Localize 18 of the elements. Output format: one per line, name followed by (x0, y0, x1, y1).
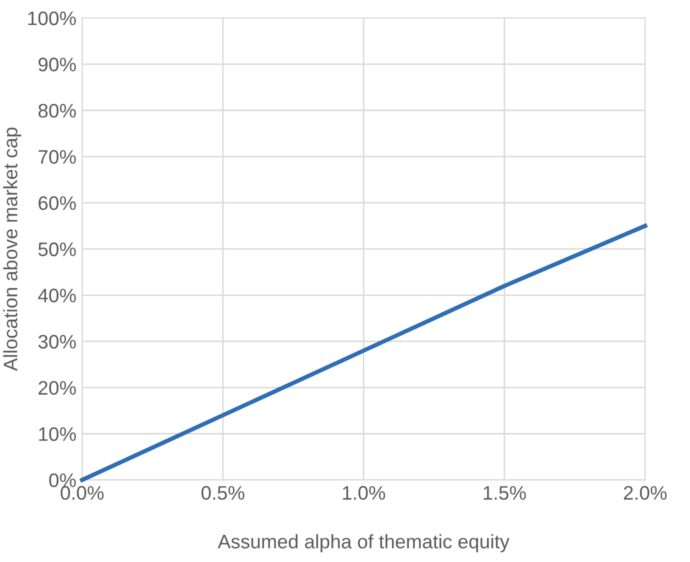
y-axis-title: Allocation above market cap (3, 128, 22, 372)
y-tick-label: 10% (39, 427, 76, 441)
y-tick-label: 0% (49, 473, 76, 488)
y-tick-label: 90% (38, 58, 76, 72)
y-tick-label: 70% (38, 150, 76, 164)
y-tick-label: 40% (38, 288, 76, 302)
x-tick-label: 1.5% (484, 486, 526, 500)
y-tick-label: 50% (38, 242, 76, 256)
x-tick-label: 2.0% (624, 486, 667, 500)
x-tick-label: 0.0% (60, 486, 104, 500)
y-tick-label: 60% (38, 196, 76, 210)
x-tick-label: 1.0% (342, 486, 386, 500)
y-tick-label: 20% (38, 381, 76, 395)
y-tick-label: 30% (38, 334, 76, 349)
y-tick-label: 100% (28, 11, 76, 26)
x-axis-title: Assumed alpha of thematic equity (218, 534, 510, 552)
y-tick-label: 80% (38, 104, 76, 118)
x-tick-label: 0.5% (201, 486, 244, 500)
